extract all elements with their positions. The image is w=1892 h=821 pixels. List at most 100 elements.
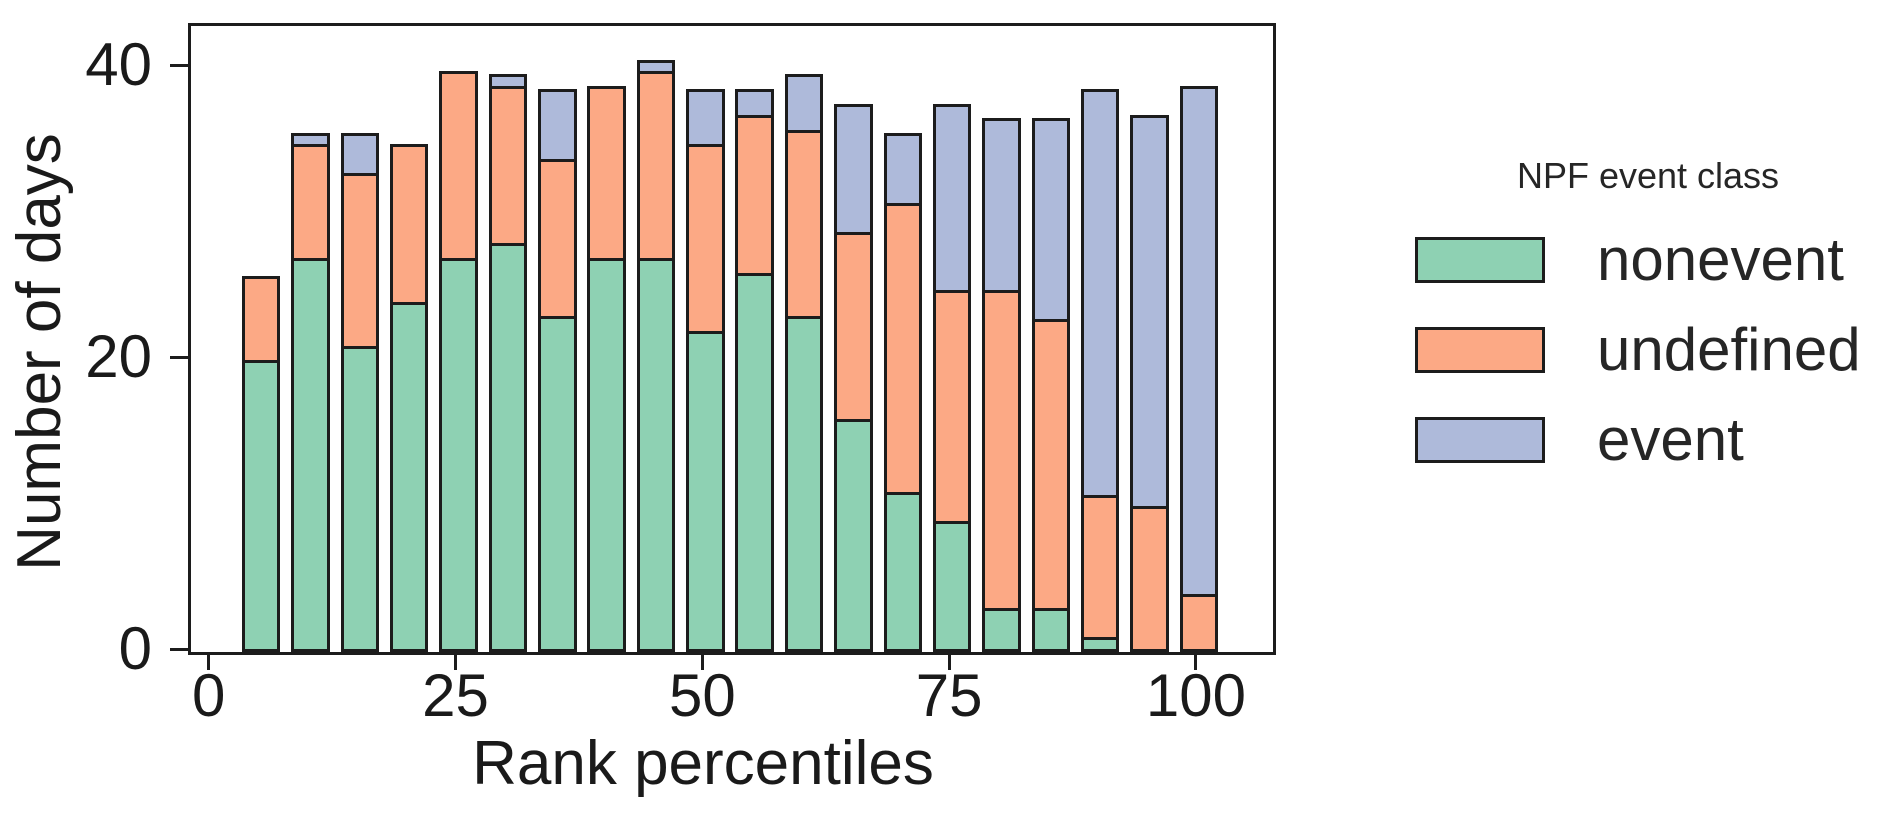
bar-percentile-15 — [340, 132, 380, 652]
segment-undefined — [932, 290, 972, 524]
legend-label-nonevent: nonevent — [1597, 226, 1844, 293]
segment-undefined — [488, 85, 528, 247]
bar-percentile-80 — [982, 118, 1021, 652]
segment-undefined — [1031, 319, 1071, 612]
bar-percentile-95 — [1130, 115, 1169, 652]
segment-nonevent — [538, 316, 577, 652]
segment-event — [982, 118, 1021, 294]
segment-nonevent — [784, 316, 824, 652]
x-tick-mark-100 — [1194, 652, 1198, 670]
segment-undefined — [389, 144, 429, 305]
legend-label-event: event — [1597, 406, 1744, 473]
bar-percentile-40 — [587, 85, 626, 652]
y-tick-mark-20 — [170, 355, 188, 359]
bar-percentile-90 — [1080, 88, 1120, 652]
y-tick-label-0: 0 — [118, 615, 152, 682]
segment-nonevent — [686, 330, 725, 652]
segment-nonevent — [1031, 608, 1071, 652]
bar-percentile-85 — [1031, 118, 1071, 652]
bar-percentile-75 — [932, 103, 972, 652]
bar-percentile-25 — [439, 71, 478, 652]
legend-entry-undefined: undefined — [1415, 320, 1861, 380]
plot-area — [188, 23, 1276, 655]
bar-percentile-45 — [636, 59, 676, 652]
legend-title: NPF event class — [1516, 155, 1780, 196]
segment-undefined — [241, 275, 281, 364]
event-swatch — [1415, 417, 1545, 463]
segment-nonevent — [439, 258, 478, 652]
bar-percentile-100 — [1179, 85, 1219, 652]
segment-nonevent — [636, 258, 676, 652]
x-tick-label-25: 25 — [422, 662, 489, 729]
segment-event — [932, 103, 972, 294]
segment-event — [686, 88, 725, 148]
segment-undefined — [1080, 494, 1120, 641]
y-tick-mark-0 — [170, 647, 188, 651]
segment-event — [735, 88, 774, 119]
x-tick-label-75: 75 — [915, 662, 983, 729]
legend-label-undefined: undefined — [1597, 316, 1861, 383]
segment-nonevent — [1080, 637, 1120, 652]
segment-nonevent — [735, 272, 774, 652]
segment-nonevent — [587, 258, 626, 652]
x-axis-label: Rank percentiles — [472, 729, 934, 798]
segment-event — [340, 132, 380, 177]
segment-undefined — [686, 144, 725, 334]
segment-event — [883, 132, 923, 206]
x-tick-label-50: 50 — [668, 662, 736, 729]
bar-percentile-10 — [291, 132, 330, 652]
segment-undefined — [340, 173, 380, 349]
bar-percentile-30 — [488, 74, 528, 652]
nonevent-swatch — [1415, 237, 1545, 283]
segment-nonevent — [340, 345, 380, 652]
bar-percentile-65 — [834, 103, 873, 652]
segment-nonevent — [389, 301, 429, 652]
segment-nonevent — [883, 491, 923, 652]
bar-percentile-50 — [686, 88, 725, 652]
segment-undefined — [1179, 593, 1219, 652]
segment-undefined — [291, 144, 330, 262]
segment-event — [1080, 88, 1120, 498]
segment-nonevent — [982, 608, 1021, 652]
segment-undefined — [587, 85, 626, 262]
x-tick-mark-0 — [207, 652, 211, 670]
bar-percentile-70 — [883, 132, 923, 652]
bar-percentile-20 — [389, 144, 429, 652]
segment-event — [834, 103, 873, 235]
segment-event — [1130, 115, 1169, 510]
segment-undefined — [636, 71, 676, 262]
y-tick-label-20: 20 — [85, 323, 152, 391]
x-tick-label-0: 0 — [192, 662, 226, 729]
segment-event — [1031, 118, 1071, 323]
segment-undefined — [439, 71, 478, 262]
undefined-swatch — [1415, 327, 1545, 373]
x-tick-mark-50 — [700, 652, 704, 670]
legend-entry-event: event — [1415, 410, 1744, 470]
segment-undefined — [883, 202, 923, 495]
bar-percentile-5 — [241, 275, 281, 652]
y-tick-mark-40 — [170, 63, 188, 67]
segment-undefined — [538, 158, 577, 320]
segment-event — [784, 74, 824, 133]
legend-entry-nonevent: nonevent — [1415, 230, 1844, 290]
bar-percentile-55 — [735, 88, 774, 652]
segment-undefined — [784, 129, 824, 320]
x-tick-mark-25 — [454, 652, 458, 670]
segment-undefined — [834, 231, 873, 422]
y-tick-label-40: 40 — [85, 31, 152, 99]
segment-nonevent — [291, 258, 330, 652]
segment-undefined — [735, 115, 774, 276]
segment-nonevent — [932, 520, 972, 652]
segment-nonevent — [241, 360, 281, 652]
segment-undefined — [1130, 506, 1169, 652]
bar-percentile-60 — [784, 74, 824, 652]
segment-event — [538, 88, 577, 162]
x-tick-mark-75 — [947, 652, 951, 670]
x-tick-label-100: 100 — [1145, 662, 1246, 729]
segment-undefined — [982, 290, 1021, 612]
segment-nonevent — [834, 418, 873, 652]
bar-percentile-35 — [538, 88, 577, 652]
segment-nonevent — [488, 243, 528, 652]
segment-event — [1179, 85, 1219, 597]
